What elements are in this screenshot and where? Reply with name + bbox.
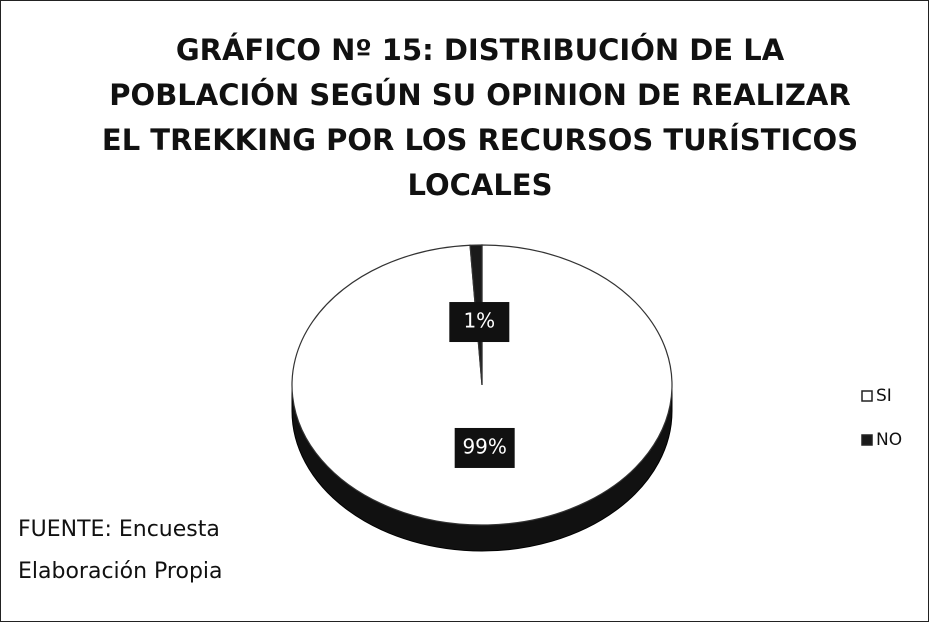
data-label: 99% xyxy=(462,434,506,458)
label-box xyxy=(449,302,510,343)
chart-title: GRÁFICO Nº 15: DISTRIBUCIÓN DE LA POBLAC… xyxy=(101,33,859,202)
legend-swatch xyxy=(861,390,873,402)
data-label: 1% xyxy=(463,309,495,333)
label-box xyxy=(454,427,515,468)
source-note: FUENTE: Encuesta xyxy=(18,517,220,542)
legend-label: SI xyxy=(876,386,892,406)
legend-swatch xyxy=(861,434,873,446)
source-note: Elaboración Propia xyxy=(18,559,223,584)
legend-label: NO xyxy=(876,430,902,450)
